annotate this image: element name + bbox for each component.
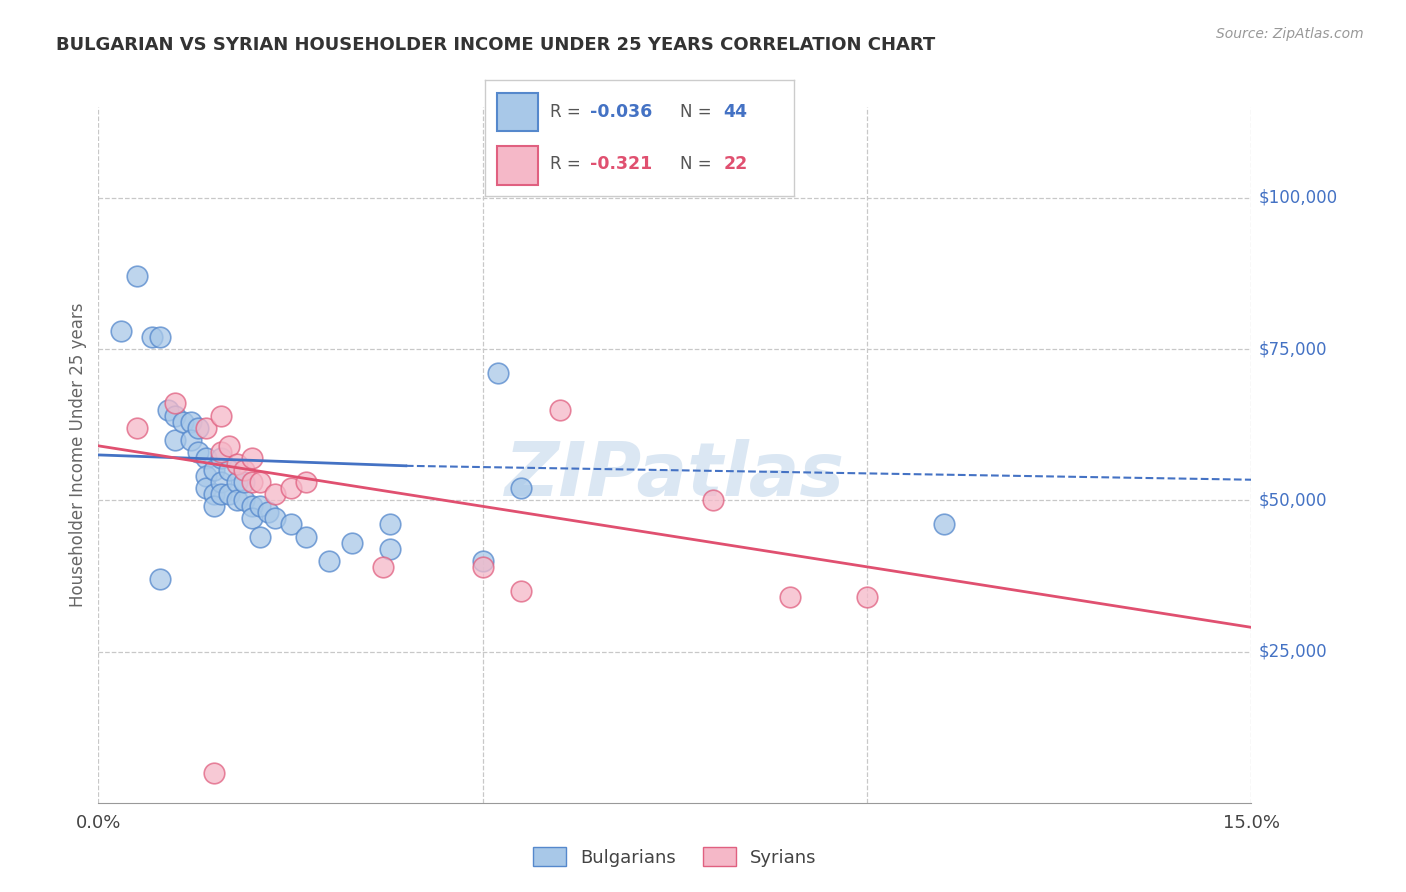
Text: $75,000: $75,000: [1258, 340, 1327, 358]
Point: [318, 554, 340, 568]
Point: [471, 559, 494, 574]
Point: [209, 450, 232, 465]
Text: Source: ZipAtlas.com: Source: ZipAtlas.com: [1216, 27, 1364, 41]
Point: [218, 463, 240, 477]
Point: [165, 433, 187, 447]
Point: [165, 409, 187, 423]
Point: [209, 487, 232, 501]
Y-axis label: Householder Income Under 25 years: Householder Income Under 25 years: [69, 302, 87, 607]
FancyBboxPatch shape: [498, 93, 537, 131]
FancyBboxPatch shape: [498, 146, 537, 185]
Point: [280, 481, 302, 495]
Point: [209, 475, 232, 490]
Point: [141, 330, 163, 344]
Point: [380, 541, 402, 556]
Point: [510, 584, 533, 599]
Point: [932, 517, 955, 532]
Point: [209, 445, 232, 459]
Text: N =: N =: [681, 103, 717, 121]
Point: [233, 475, 256, 490]
Point: [187, 445, 209, 459]
Point: [233, 493, 256, 508]
Point: [295, 530, 318, 544]
Text: ZIPatlas: ZIPatlas: [505, 439, 845, 512]
Text: 44: 44: [723, 103, 747, 121]
Point: [240, 475, 263, 490]
Point: [340, 535, 363, 549]
Point: [202, 765, 225, 780]
Point: [371, 559, 394, 574]
Point: [233, 463, 256, 477]
Text: -0.321: -0.321: [591, 155, 652, 173]
Point: [149, 572, 172, 586]
Point: [240, 450, 263, 465]
Point: [225, 475, 247, 490]
Point: [202, 463, 225, 477]
Point: [295, 475, 318, 490]
Point: [486, 366, 509, 380]
Point: [856, 590, 879, 604]
Text: $100,000: $100,000: [1258, 189, 1337, 207]
Point: [172, 415, 194, 429]
Text: 22: 22: [723, 155, 748, 173]
Point: [548, 402, 571, 417]
Legend: Bulgarians, Syrians: Bulgarians, Syrians: [526, 840, 824, 874]
Point: [218, 439, 240, 453]
Point: [471, 554, 494, 568]
Point: [195, 481, 218, 495]
Point: [195, 420, 218, 434]
Point: [110, 324, 132, 338]
Point: [180, 415, 202, 429]
Point: [380, 517, 402, 532]
Point: [510, 481, 533, 495]
Point: [240, 500, 263, 514]
Text: R =: R =: [550, 103, 586, 121]
Point: [264, 487, 287, 501]
Point: [280, 517, 302, 532]
Point: [702, 493, 724, 508]
Text: BULGARIAN VS SYRIAN HOUSEHOLDER INCOME UNDER 25 YEARS CORRELATION CHART: BULGARIAN VS SYRIAN HOUSEHOLDER INCOME U…: [56, 36, 935, 54]
Point: [195, 450, 218, 465]
Point: [249, 475, 271, 490]
Point: [180, 433, 202, 447]
Point: [149, 330, 172, 344]
Point: [202, 487, 225, 501]
Point: [165, 396, 187, 410]
Text: $25,000: $25,000: [1258, 642, 1327, 661]
Point: [249, 500, 271, 514]
Point: [779, 590, 801, 604]
Text: $50,000: $50,000: [1258, 491, 1327, 509]
Point: [225, 493, 247, 508]
Point: [240, 511, 263, 525]
Point: [125, 269, 148, 284]
Point: [218, 487, 240, 501]
Point: [195, 469, 218, 483]
Text: -0.036: -0.036: [591, 103, 652, 121]
Point: [156, 402, 179, 417]
Point: [249, 530, 271, 544]
Point: [256, 505, 278, 519]
Point: [264, 511, 287, 525]
Point: [209, 409, 232, 423]
Text: R =: R =: [550, 155, 586, 173]
Point: [187, 420, 209, 434]
Point: [225, 457, 247, 471]
Point: [202, 500, 225, 514]
Point: [125, 420, 148, 434]
Text: N =: N =: [681, 155, 717, 173]
